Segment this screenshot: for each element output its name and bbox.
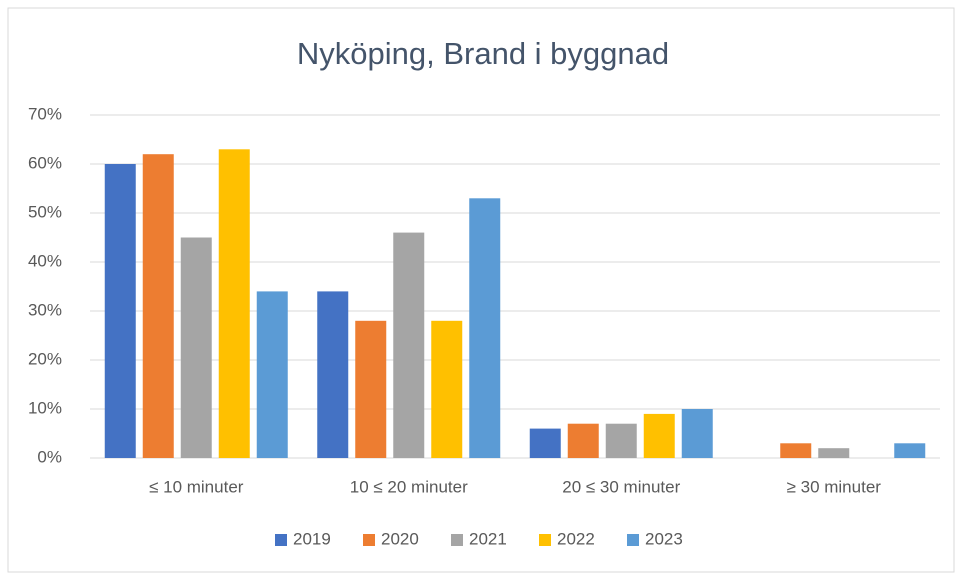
bar <box>894 443 926 458</box>
y-tick-label: 20% <box>28 349 62 368</box>
bar <box>469 198 501 459</box>
x-tick-label: ≥ 30 minuter <box>787 477 882 496</box>
bar <box>104 164 136 458</box>
bar <box>355 320 387 458</box>
legend-swatch <box>363 534 375 546</box>
bar <box>605 423 637 458</box>
x-tick-label: 10 ≤ 20 minuter <box>350 477 468 496</box>
bar <box>780 443 812 458</box>
y-tick-label: 60% <box>28 153 62 172</box>
bar <box>681 409 713 458</box>
y-tick-label: 10% <box>28 398 62 417</box>
bar <box>643 413 675 458</box>
legend-label: 2023 <box>645 529 683 548</box>
legend-swatch <box>275 534 287 546</box>
bar <box>256 291 288 458</box>
bar <box>431 320 463 458</box>
legend-label: 2022 <box>557 529 595 548</box>
legend-swatch <box>451 534 463 546</box>
bar <box>142 154 174 458</box>
x-tick-label: 20 ≤ 30 minuter <box>562 477 680 496</box>
bar <box>818 448 850 458</box>
y-tick-label: 50% <box>28 202 62 221</box>
bar <box>393 232 425 458</box>
bar <box>529 428 561 458</box>
bar <box>567 423 599 458</box>
chart-title: Nyköping, Brand i byggnad <box>297 36 669 71</box>
legend-label: 2020 <box>381 529 419 548</box>
y-tick-label: 0% <box>37 447 62 466</box>
bar <box>218 149 250 459</box>
legend-label: 2021 <box>469 529 507 548</box>
legend-label: 2019 <box>293 529 331 548</box>
bar <box>180 237 212 458</box>
bar <box>317 291 349 458</box>
y-tick-label: 40% <box>28 251 62 270</box>
legend-swatch <box>539 534 551 546</box>
x-tick-label: ≤ 10 minuter <box>149 477 244 496</box>
legend-swatch <box>627 534 639 546</box>
y-tick-label: 70% <box>28 104 62 123</box>
y-tick-label: 30% <box>28 300 62 319</box>
